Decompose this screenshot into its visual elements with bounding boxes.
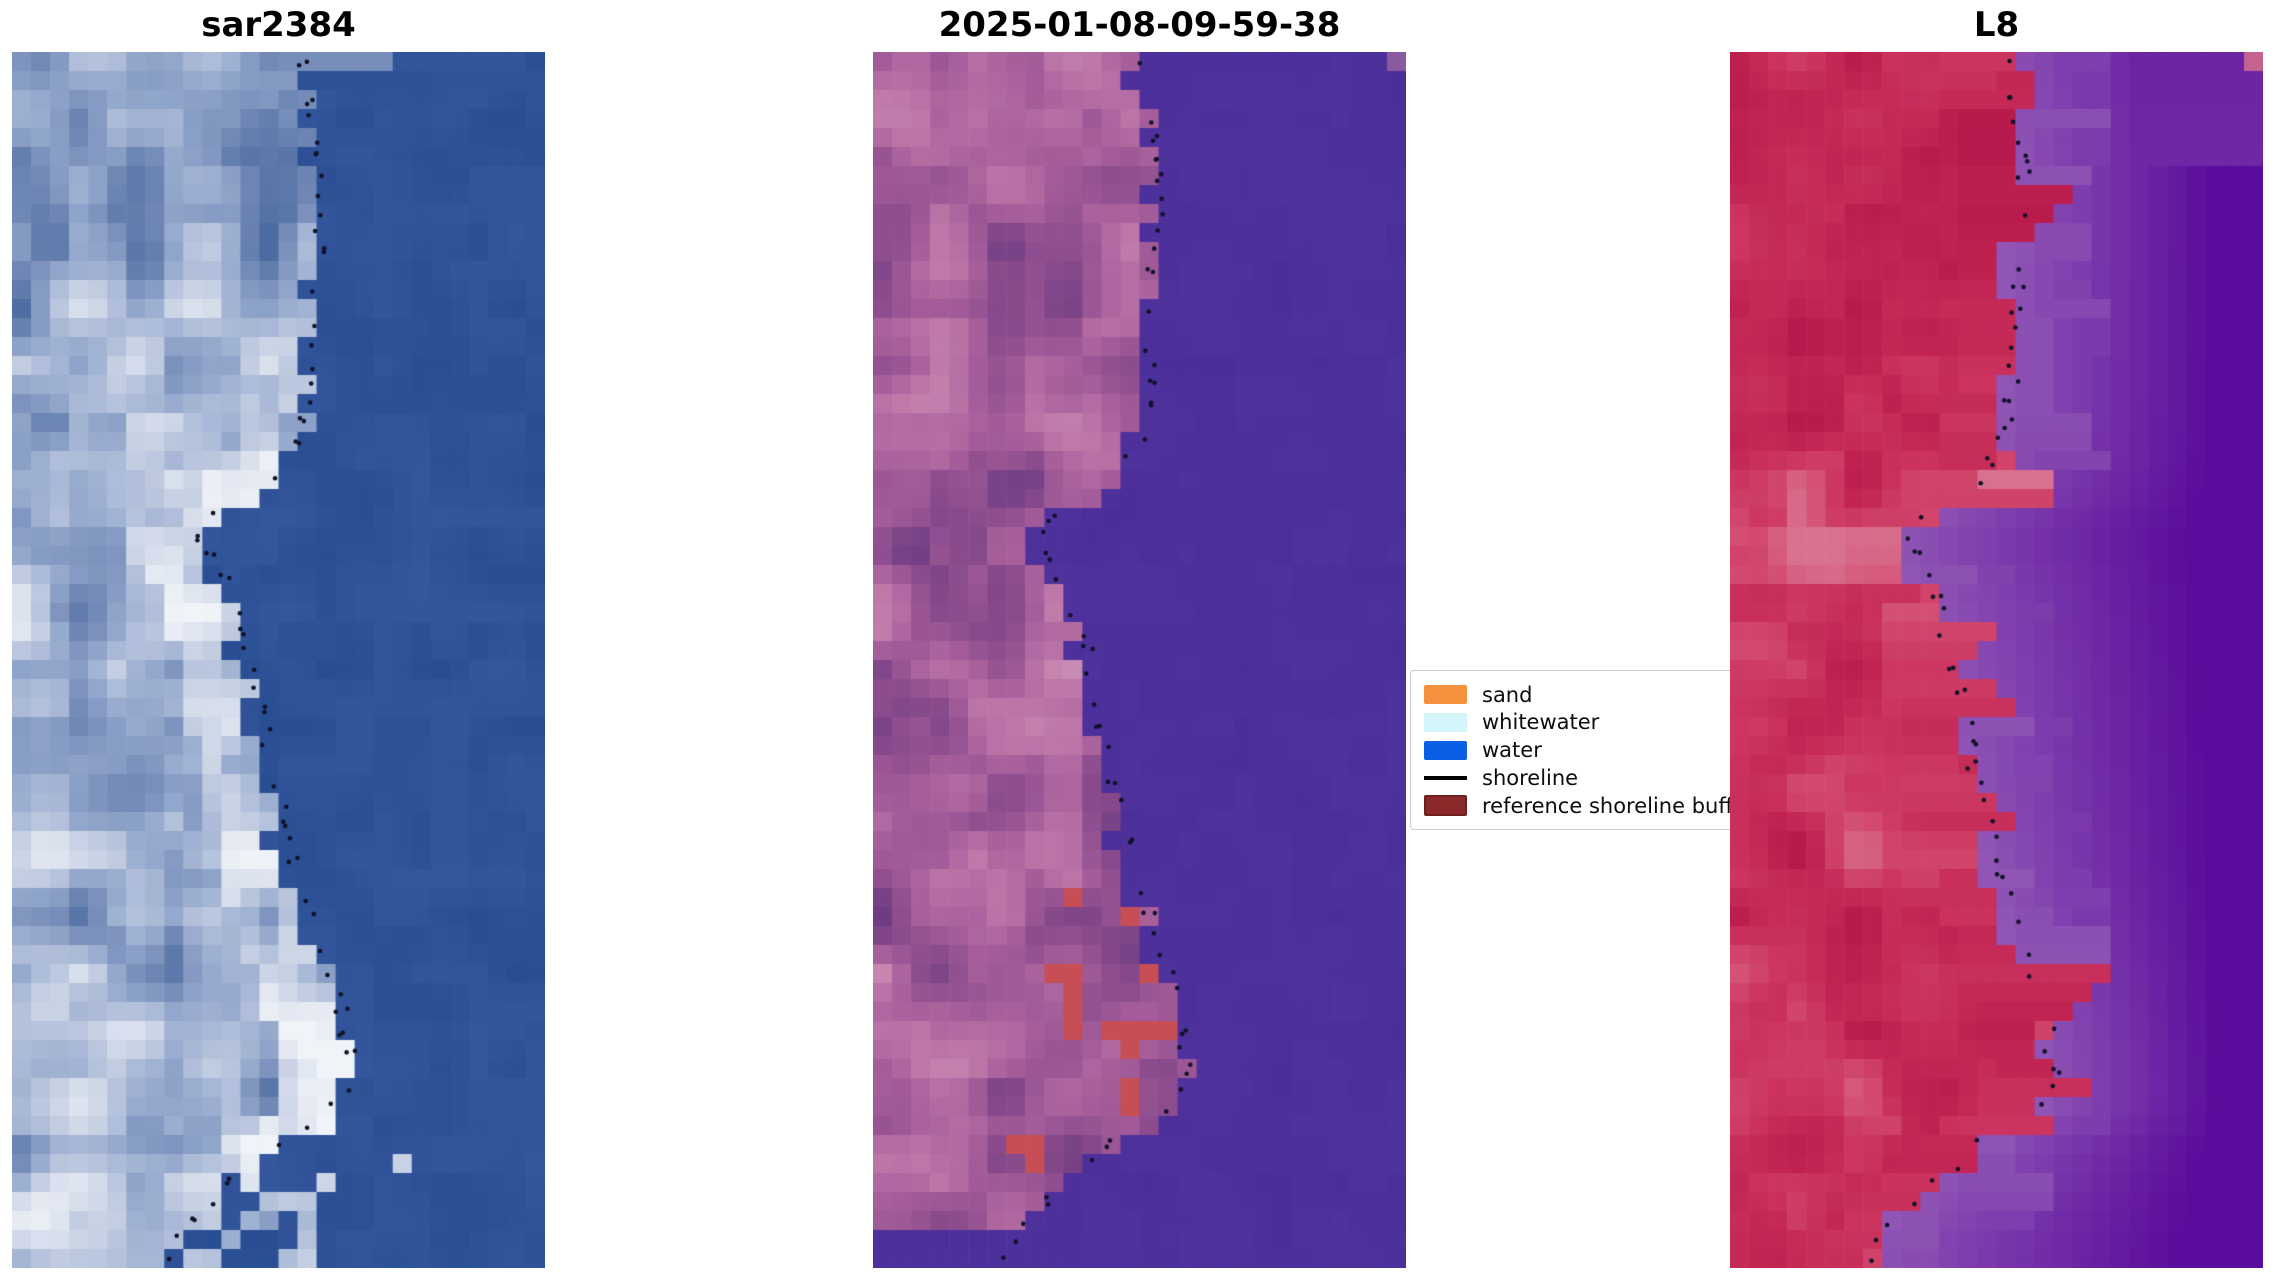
legend-label-reference-buffer: reference shoreline buffer <box>1482 793 1755 818</box>
l8-image <box>1730 52 2263 1268</box>
legend: sand whitewater water shoreline referenc… <box>1410 670 1782 830</box>
legend-label-water: water <box>1482 738 1542 762</box>
classified-image <box>873 52 1406 1268</box>
legend-label-sand: sand <box>1482 682 1533 707</box>
panel-title-classified-date: 2025-01-08-09-59-38 <box>938 5 1341 45</box>
panel-title-sar: sar2384 <box>201 5 356 45</box>
legend-item-shoreline: shoreline <box>1424 764 1781 791</box>
legend-item-water: water <box>1424 737 1781 764</box>
sand-swatch <box>1424 685 1467 704</box>
sar-image <box>12 52 545 1268</box>
legend-item-reference-buffer: reference shoreline buffer <box>1424 792 1781 819</box>
water-swatch <box>1424 740 1467 760</box>
whitewater-swatch <box>1424 712 1467 732</box>
reference-buffer-swatch <box>1424 795 1467 816</box>
panel-title-l8: L8 <box>1973 5 2020 45</box>
shoreline-line-swatch <box>1424 775 1467 780</box>
legend-label-shoreline: shoreline <box>1482 765 1579 790</box>
legend-item-sand: sand <box>1424 681 1781 708</box>
legend-label-whitewater: whitewater <box>1482 710 1600 735</box>
legend-item-whitewater: whitewater <box>1424 709 1781 736</box>
